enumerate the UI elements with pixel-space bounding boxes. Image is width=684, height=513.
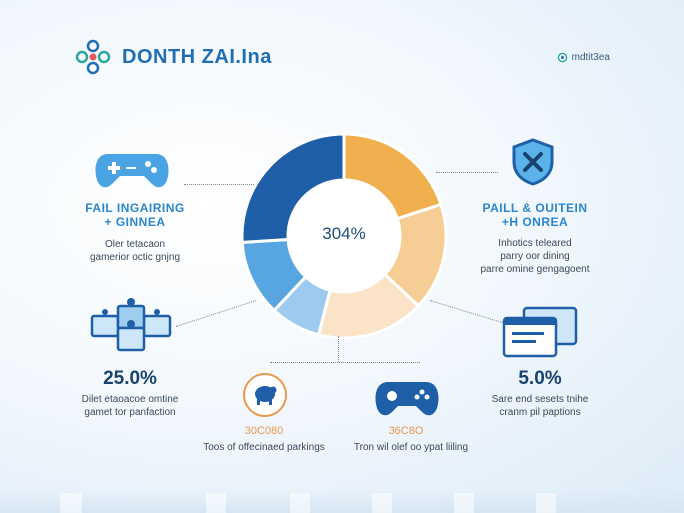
donut-hole [289, 181, 399, 291]
item-top-left-head1: FAIL INGAIRING [85, 201, 185, 215]
donut-slice-6 [240, 132, 346, 244]
donut-chart [240, 132, 448, 340]
floor-tile [536, 493, 556, 513]
shield-x-icon [512, 138, 554, 186]
item-top-right: PAILL & OUITEIN +H ONREA Inhotics telear… [460, 201, 610, 276]
brand-logo-icon [75, 39, 111, 75]
connector-top-left [184, 184, 254, 185]
item-top-right-sub2: parry oor dining [500, 251, 570, 262]
item-mid-right-sub1: Sare end sesets tnihe [491, 394, 589, 405]
floor-tile [372, 493, 392, 513]
item-mid-left-sub2: gamet tor panfaction [84, 407, 176, 418]
item-top-right-sub1: Inhotics teleared [498, 238, 572, 249]
page-title: DONTH ZAI.Ina [122, 46, 272, 68]
item-top-right-head2: +H ONREA [501, 215, 569, 229]
connector-top-right [436, 172, 498, 173]
item-top-right-sub3: parre omine gengagoent [480, 264, 590, 275]
item-mid-left: 25.0% Dilet etaoacoe omtine gamet tor pa… [60, 368, 200, 419]
item-bottom-left-sub: Toos of offecinaed parkings [203, 442, 325, 453]
header-badge: mdtit3ea [557, 52, 610, 63]
floor-tile [454, 493, 474, 513]
header-badge-label: mdtit3ea [571, 52, 610, 63]
item-top-left: FAIL INGAIRING + GINNEA Oler tetacaon ga… [60, 201, 210, 264]
item-mid-right-sub2: cranm pil paptions [499, 407, 581, 418]
floor-gradient [0, 489, 684, 513]
item-mid-right-value: 5.0% [518, 368, 562, 389]
item-top-left-head2: + GINNEA [104, 215, 166, 229]
item-top-left-sub1: Oler tetacaon [104, 239, 166, 250]
item-bottom-left-value: 30C080 [244, 425, 284, 437]
floor-tile [60, 493, 82, 513]
floor-tile [290, 493, 310, 513]
connector-bottom-v [338, 336, 339, 362]
controller-icon [375, 382, 439, 416]
gamepad-icon [95, 154, 169, 188]
item-bottom-right-value: 36C8O [388, 425, 424, 437]
floor-tile [206, 493, 226, 513]
item-top-right-head1: PAILL & OUITEIN [482, 201, 588, 215]
item-bottom-right-sub: Tron wil olef oo ypat liiling [353, 442, 469, 453]
small-logo-icon [557, 52, 567, 63]
item-mid-right: 5.0% Sare end sesets tnihe cranm pil pap… [470, 368, 610, 419]
item-top-left-sub2: gamerior octic gnjng [89, 252, 181, 263]
network-icon [90, 298, 172, 352]
item-mid-left-sub1: Dilet etaoacoe omtine [81, 394, 179, 405]
item-mid-left-value: 25.0% [103, 368, 157, 389]
connector-bottom-h [270, 362, 420, 363]
windows-icon [502, 306, 578, 358]
donut-center-label: 304% [322, 224, 366, 243]
piggy-icon [243, 373, 287, 417]
